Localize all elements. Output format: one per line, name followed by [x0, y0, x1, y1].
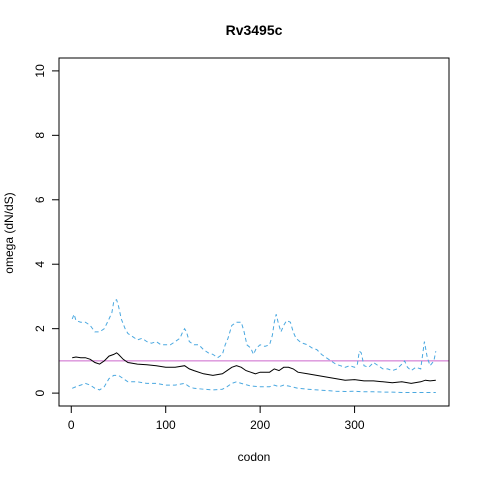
x-tick-label: 100: [156, 418, 176, 432]
plot-frame: [58, 57, 450, 407]
y-tick-label: 10: [33, 64, 47, 78]
x-tick-label: 200: [250, 418, 270, 432]
series-layer: [71, 298, 437, 393]
x-tick-label: 0: [68, 418, 75, 432]
y-tick-label: 4: [33, 261, 47, 268]
y-tick-label: 2: [33, 325, 47, 332]
x-tick-label: 300: [345, 418, 365, 432]
y-tick-label: 8: [33, 132, 47, 139]
series-line-upper: [71, 298, 437, 372]
y-tick-label: 0: [33, 389, 47, 396]
y-axis-title: omega (dN/dS): [2, 192, 16, 273]
series-line-estimate: [72, 352, 436, 384]
chart-title: Rv3495c: [226, 22, 283, 38]
x-axis-title: codon: [238, 450, 271, 464]
y-tick-label: 6: [33, 196, 47, 203]
